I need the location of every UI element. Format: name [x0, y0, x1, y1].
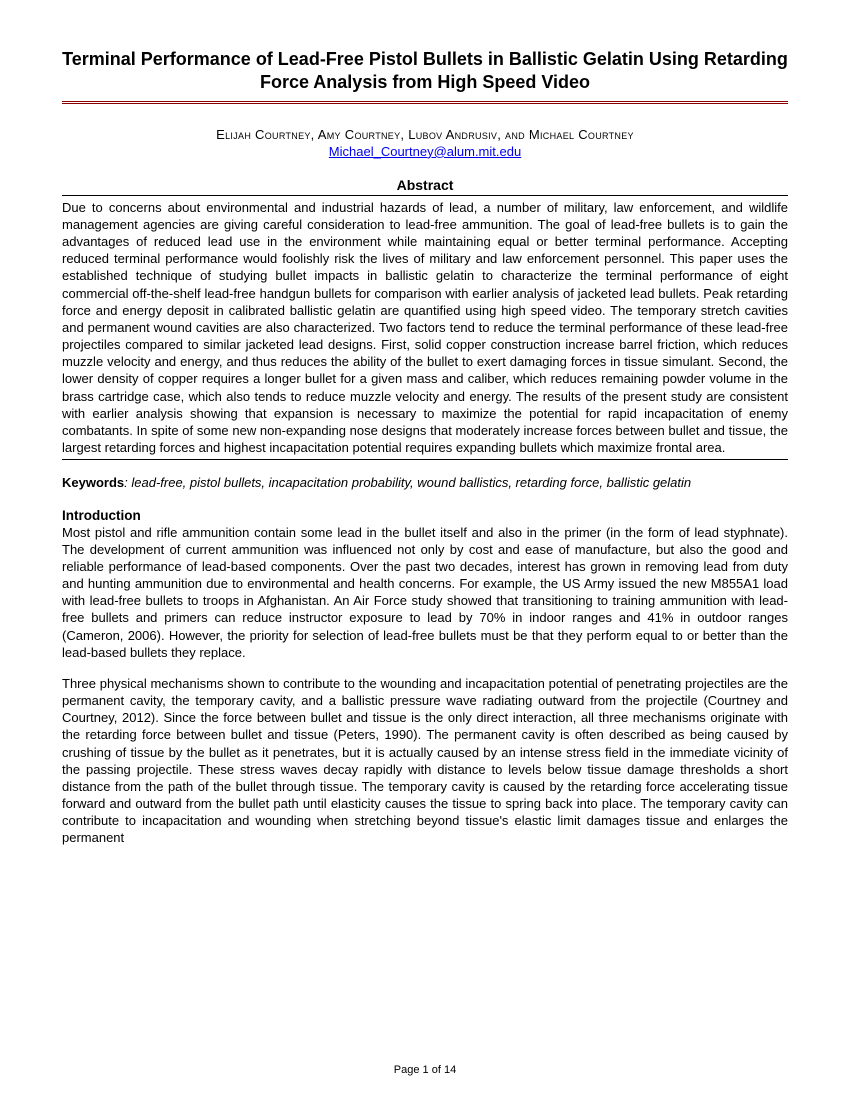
abstract-heading: Abstract — [62, 177, 788, 193]
author-list: Elijah Courtney, Amy Courtney, Lubov And… — [62, 127, 788, 142]
author-email: Michael_Courtney@alum.mit.edu — [62, 144, 788, 159]
title-rule — [62, 101, 788, 105]
page-footer: Page 1 of 14 — [0, 1064, 850, 1076]
keywords-line: Keywords: lead-free, pistol bullets, inc… — [62, 474, 788, 492]
abstract-text: Due to concerns about environmental and … — [62, 195, 788, 460]
paper-title: Terminal Performance of Lead-Free Pistol… — [62, 48, 788, 95]
intro-paragraph-1: Most pistol and rifle ammunition contain… — [62, 524, 788, 661]
keywords-text: : lead-free, pistol bullets, incapacitat… — [124, 475, 691, 490]
email-link[interactable]: Michael_Courtney@alum.mit.edu — [329, 144, 521, 159]
intro-paragraph-2: Three physical mechanisms shown to contr… — [62, 675, 788, 847]
introduction-heading: Introduction — [62, 508, 788, 523]
keywords-label: Keywords — [62, 475, 124, 490]
